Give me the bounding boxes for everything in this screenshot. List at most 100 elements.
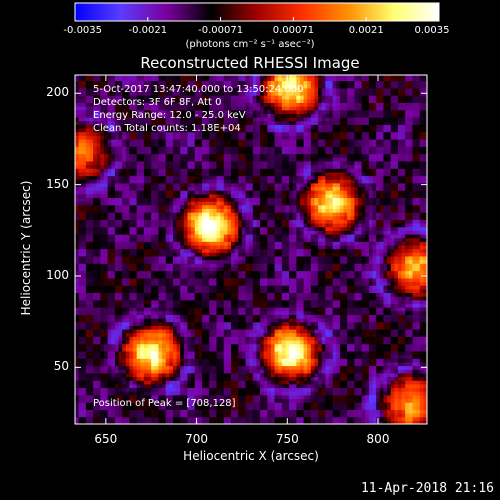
- heatmap-cell: [129, 372, 134, 378]
- heatmap-cell: [249, 372, 254, 378]
- heatmap-cell: [82, 376, 87, 381]
- heatmap-cell: [220, 416, 225, 421]
- heatmap-cell: [180, 277, 185, 283]
- heatmap-cell: [147, 259, 152, 264]
- heatmap-cell: [227, 263, 232, 268]
- heatmap-cell: [162, 190, 167, 195]
- heatmap-cell: [158, 339, 163, 345]
- heatmap-cell: [93, 376, 98, 381]
- heatmap-cell: [162, 336, 167, 341]
- heatmap-cell: [78, 277, 83, 283]
- heatmap-cell: [194, 215, 199, 220]
- heatmap-cell: [78, 124, 83, 129]
- heatmap-cell: [114, 201, 120, 206]
- heatmap-cell: [176, 252, 181, 257]
- heatmap-cell: [245, 98, 250, 104]
- heatmap-cell: [165, 387, 170, 392]
- heatmap-cell: [249, 84, 254, 89]
- heatmap-cell: [227, 266, 232, 272]
- heatmap-cell: [151, 314, 156, 319]
- heatmap-cell: [202, 76, 207, 82]
- heatmap-cell: [212, 204, 218, 209]
- heatmap-cell: [151, 299, 156, 305]
- heatmap-cell: [93, 321, 98, 326]
- heatmap-cell: [151, 201, 156, 206]
- heatmap-cell: [183, 383, 189, 389]
- heatmap-cell: [187, 157, 192, 162]
- heatmap-cell: [231, 372, 236, 378]
- heatmap-cell: [96, 285, 102, 290]
- heatmap-cell: [154, 124, 160, 129]
- heatmap-cell: [104, 149, 109, 155]
- heatmap-cell: [136, 409, 141, 414]
- heatmap-cell: [82, 332, 87, 337]
- heatmap-cell: [129, 109, 134, 114]
- heatmap-cell: [111, 84, 116, 89]
- heatmap-cell: [165, 336, 170, 341]
- heatmap-cell: [158, 135, 163, 140]
- heatmap-cell: [212, 95, 218, 100]
- heatmap-cell: [216, 146, 221, 151]
- heatmap-cell: [260, 299, 265, 305]
- heatmap-cell: [143, 339, 149, 345]
- heatmap-cell: [169, 109, 174, 114]
- heatmap-cell: [122, 372, 127, 378]
- heatmap-cell: [187, 285, 192, 290]
- heatmap-cell: [78, 285, 83, 290]
- heatmap-cell: [234, 350, 239, 356]
- heatmap-cell: [85, 171, 91, 177]
- heatmap-cell: [140, 127, 145, 133]
- heatmap-cell: [245, 398, 250, 403]
- heatmap-cell: [238, 321, 243, 326]
- heatmap-cell: [220, 124, 225, 129]
- heatmap-cell: [85, 190, 91, 195]
- heatmap-cell: [96, 259, 102, 264]
- heatmap-cell: [205, 259, 210, 264]
- heatmap-cell: [75, 263, 80, 268]
- heatmap-cell: [143, 270, 149, 275]
- heatmap-cell: [143, 190, 149, 195]
- heatmap-cell: [154, 117, 160, 122]
- heatmap-cell: [260, 113, 265, 118]
- heatmap-cell: [154, 339, 160, 345]
- heatmap-cell: [133, 270, 138, 275]
- heatmap-cell: [256, 153, 261, 158]
- heatmap-cell: [114, 102, 120, 107]
- heatmap-cell: [118, 91, 123, 96]
- heatmap-cell: [129, 102, 134, 107]
- heatmap-cell: [220, 160, 225, 166]
- heatmap-cell: [154, 212, 160, 217]
- heatmap-cell: [133, 332, 138, 337]
- heatmap-cell: [78, 325, 83, 330]
- heatmap-cell: [165, 138, 170, 144]
- heatmap-cell: [234, 226, 239, 231]
- heatmap-cell: [114, 274, 120, 279]
- heatmap-cell: [220, 106, 225, 111]
- heatmap-cell: [151, 117, 156, 122]
- heatmap-cell: [122, 336, 127, 341]
- heatmap-cell: [231, 252, 236, 257]
- heatmap-cell: [147, 263, 152, 268]
- heatmap-cell: [162, 127, 167, 133]
- heatmap-cell: [118, 255, 123, 261]
- heatmap-cell: [234, 402, 239, 407]
- heatmap-cell: [89, 223, 94, 228]
- heatmap-cell: [176, 405, 181, 410]
- heatmap-cell: [129, 332, 134, 337]
- heatmap-cell: [194, 186, 199, 191]
- heatmap-cell: [216, 380, 221, 385]
- heatmap-cell: [176, 223, 181, 228]
- heatmap-cell: [194, 179, 199, 184]
- heatmap-cell: [231, 127, 236, 133]
- heatmap-cell: [151, 328, 156, 334]
- heatmap-cell: [158, 95, 163, 100]
- heatmap-cell: [180, 270, 185, 275]
- heatmap-cell: [212, 259, 218, 264]
- heatmap-cell: [133, 182, 138, 188]
- heatmap-cell: [165, 95, 170, 100]
- heatmap-cell: [187, 95, 192, 100]
- heatmap-cell: [216, 255, 221, 261]
- heatmap-cell: [260, 164, 265, 169]
- heatmap-cell: [245, 394, 250, 400]
- heatmap-cell: [100, 281, 105, 286]
